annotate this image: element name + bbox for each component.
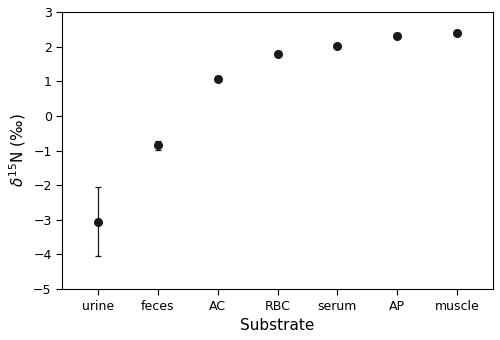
X-axis label: Substrate: Substrate	[240, 318, 315, 333]
Y-axis label: $\delta^{15}$N (‰): $\delta^{15}$N (‰)	[7, 114, 28, 187]
